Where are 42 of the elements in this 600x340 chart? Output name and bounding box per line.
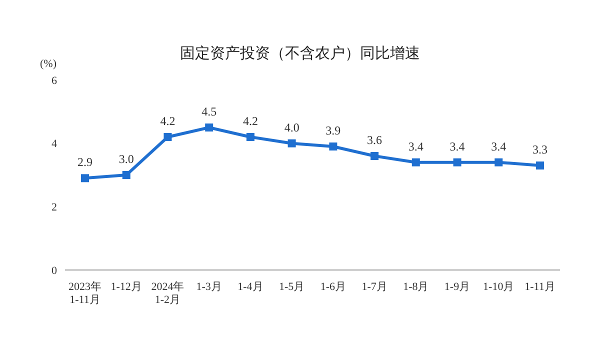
point <box>494 158 503 166</box>
data-label: 4.2 <box>242 114 258 128</box>
x-tick-label: 1-7月 <box>362 281 388 293</box>
data-label: 3.0 <box>118 152 134 166</box>
point <box>205 124 214 132</box>
point <box>81 174 89 182</box>
x-tick-label: 1-4月 <box>238 281 264 293</box>
data-label: 4.5 <box>202 104 217 118</box>
y-axis-title: (%) <box>40 58 56 70</box>
x-tick-label: 1-8月 <box>403 281 429 293</box>
data-label: 3.6 <box>367 133 382 147</box>
x-tick-label: 2024年 1-2月 <box>151 281 184 306</box>
point <box>412 158 420 166</box>
data-label: 4.2 <box>160 114 176 128</box>
x-tick-label: 2023年 1-11月 <box>68 281 102 306</box>
x-tick-label: 1-9月 <box>444 281 470 293</box>
point <box>246 133 254 141</box>
x-tick-label: 1-5月 <box>278 281 305 293</box>
x-tick-label: 1-11月 <box>524 281 556 293</box>
x-tick-label: 1-3月 <box>196 281 222 293</box>
x-tick-label: 1-6月 <box>320 281 346 293</box>
y-tick-label: 2 <box>52 202 57 214</box>
data-label: 4.0 <box>284 120 300 134</box>
point <box>370 152 379 160</box>
point <box>122 171 130 179</box>
y-tick-label: 6 <box>52 74 58 87</box>
data-label: 3.4 <box>408 139 424 154</box>
data-label: 3.9 <box>326 124 341 138</box>
data-label: 3.4 <box>450 139 465 154</box>
data-label: 2.9 <box>78 155 92 170</box>
point <box>288 139 296 148</box>
point <box>453 158 462 166</box>
x-tick-label: 1-10月 <box>483 281 514 293</box>
point <box>536 162 544 170</box>
point <box>329 142 338 150</box>
data-label: 3.4 <box>491 139 506 154</box>
chart-title: 固定资产投资（不含农户）同比增速 <box>180 44 420 62</box>
data-label: 3.3 <box>532 142 548 156</box>
y-tick-label: 0 <box>52 264 58 277</box>
y-tick-label: 4 <box>52 138 58 150</box>
x-tick-label: 1-12月 <box>110 281 142 293</box>
point <box>164 133 172 141</box>
